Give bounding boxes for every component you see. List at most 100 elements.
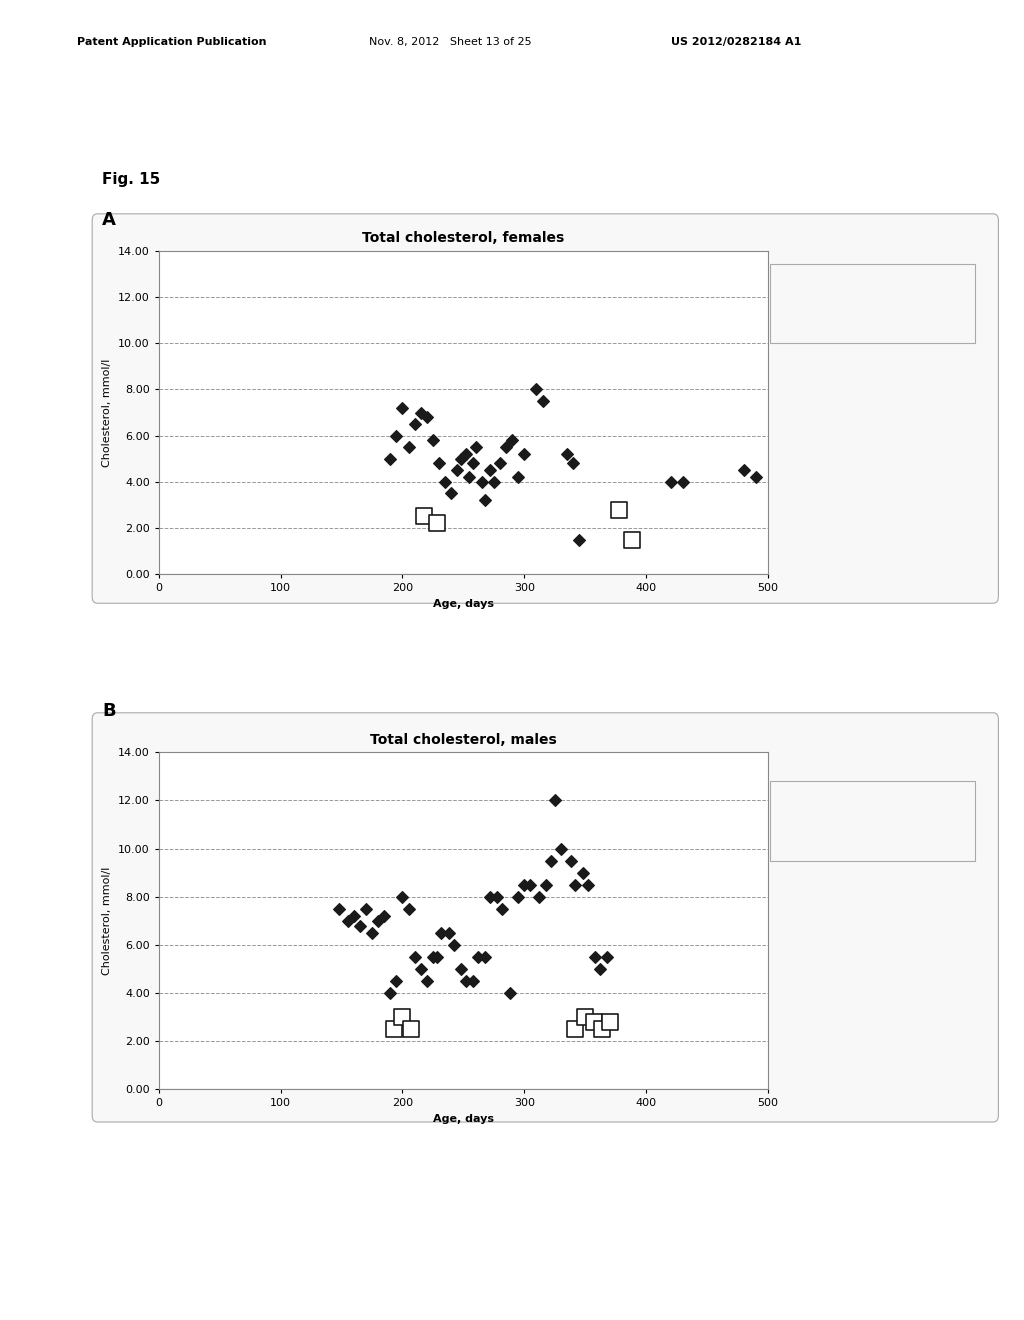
Point xyxy=(547,789,563,810)
Point xyxy=(443,483,460,504)
Text: B: B xyxy=(102,702,116,721)
Point xyxy=(428,513,444,535)
Point xyxy=(394,397,411,418)
Point xyxy=(467,437,483,458)
Point xyxy=(416,506,432,527)
Point xyxy=(522,874,539,895)
Point xyxy=(331,898,347,919)
X-axis label: Age, days: Age, days xyxy=(433,599,494,609)
Point xyxy=(592,958,608,979)
Point xyxy=(407,413,423,434)
Point xyxy=(601,1011,617,1032)
Point xyxy=(510,886,526,907)
Point xyxy=(675,471,691,492)
Text: control males: control males xyxy=(794,837,869,847)
Point xyxy=(351,915,368,936)
Point xyxy=(394,886,411,907)
Point xyxy=(510,467,526,488)
Point xyxy=(445,935,462,956)
Point xyxy=(567,1018,584,1039)
Point xyxy=(394,1006,411,1027)
Point xyxy=(580,874,596,895)
Point xyxy=(428,946,444,968)
Point xyxy=(345,906,361,927)
Point xyxy=(477,946,494,968)
Point xyxy=(502,982,518,1003)
Text: control females: control females xyxy=(794,318,880,329)
Point xyxy=(425,430,441,451)
Text: A: A xyxy=(102,211,117,230)
Point xyxy=(498,437,514,458)
Y-axis label: Cholesterol, mmol/l: Cholesterol, mmol/l xyxy=(102,358,113,467)
Point xyxy=(574,862,591,883)
Point xyxy=(431,453,447,474)
Point xyxy=(872,129,889,150)
Point xyxy=(465,453,481,474)
Point xyxy=(538,874,554,895)
Point xyxy=(407,946,423,968)
X-axis label: Age, days: Age, days xyxy=(433,1114,494,1123)
Point xyxy=(663,471,679,492)
Point xyxy=(433,923,450,944)
Point xyxy=(530,886,547,907)
Point xyxy=(516,874,532,895)
Point xyxy=(565,453,582,474)
Point xyxy=(492,453,508,474)
Point xyxy=(543,850,559,871)
Point xyxy=(461,467,477,488)
Point xyxy=(735,459,752,480)
Point xyxy=(453,449,469,470)
Text: GLKO_females: GLKO_females xyxy=(794,288,873,298)
Point xyxy=(470,946,486,968)
Point xyxy=(437,471,454,492)
Point xyxy=(599,946,615,968)
Point xyxy=(611,499,628,520)
Point xyxy=(440,923,457,944)
Point xyxy=(567,874,584,895)
Point xyxy=(495,898,511,919)
Point xyxy=(571,529,588,550)
Title: Total cholesterol, females: Total cholesterol, females xyxy=(362,231,564,246)
Point xyxy=(482,459,499,480)
Point xyxy=(624,529,640,550)
Point xyxy=(458,444,474,465)
Point xyxy=(473,471,489,492)
Point xyxy=(504,430,520,451)
Point xyxy=(364,923,380,944)
Point xyxy=(400,898,417,919)
Point xyxy=(339,911,355,932)
Point xyxy=(382,982,398,1003)
Point xyxy=(559,444,575,465)
Point xyxy=(419,407,435,428)
Point xyxy=(562,850,579,871)
Point xyxy=(357,898,374,919)
Point xyxy=(425,946,441,968)
Point xyxy=(386,1018,402,1039)
Point xyxy=(413,403,429,424)
Point xyxy=(477,490,494,511)
Point xyxy=(594,1018,610,1039)
Point xyxy=(578,1006,594,1027)
Point xyxy=(450,459,466,480)
Point xyxy=(587,946,603,968)
Point xyxy=(528,379,545,400)
Text: Patent Application Publication: Patent Application Publication xyxy=(77,37,266,48)
Point xyxy=(535,391,551,412)
Point xyxy=(872,647,889,668)
Point xyxy=(413,958,429,979)
Point xyxy=(419,970,435,991)
Point xyxy=(516,444,532,465)
Point xyxy=(872,317,889,338)
Point xyxy=(370,911,386,932)
Text: US 2012/0282184 A1: US 2012/0282184 A1 xyxy=(671,37,801,48)
Point xyxy=(489,886,506,907)
Text: GLKO_males: GLKO_males xyxy=(794,807,863,817)
Point xyxy=(400,437,417,458)
Title: Total cholesterol, males: Total cholesterol, males xyxy=(370,733,557,747)
Point xyxy=(388,425,404,446)
Y-axis label: Cholesterol, mmol/l: Cholesterol, mmol/l xyxy=(102,866,113,975)
Point xyxy=(382,449,398,470)
Point xyxy=(553,838,569,859)
Point xyxy=(485,471,502,492)
Point xyxy=(586,1011,602,1032)
